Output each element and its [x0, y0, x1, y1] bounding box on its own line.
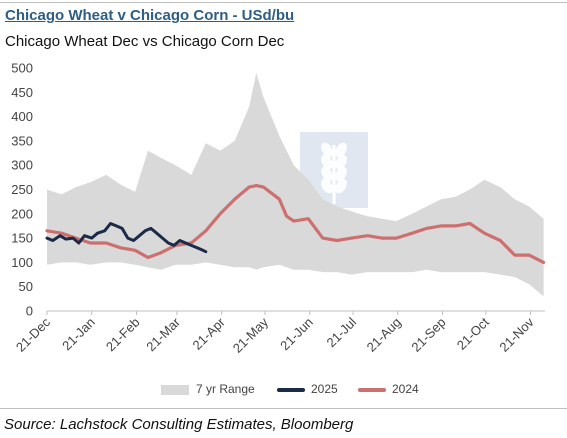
watermark-grain	[321, 178, 333, 194]
y-tick-label: 100	[11, 255, 33, 270]
watermark-grain	[321, 166, 333, 182]
range-layer	[47, 72, 544, 297]
top-rule	[0, 2, 567, 3]
x-tick-label: 21-Apr	[190, 314, 229, 353]
chart-subtitle: Chicago Wheat Dec vs Chicago Corn Dec	[5, 33, 285, 50]
y-tick-label: 300	[11, 158, 33, 173]
source-note: Source: Lachstock Consulting Estimates, …	[4, 416, 354, 433]
watermark-grain	[335, 166, 347, 182]
y-tick-label: 150	[11, 231, 33, 246]
x-tick-label: 21-Feb	[103, 315, 143, 355]
y-tick-label: 450	[11, 85, 33, 100]
legend-label-2025: 2025	[311, 382, 338, 396]
watermark-grain	[321, 154, 333, 170]
y-tick-label: 200	[11, 206, 33, 221]
x-tick-labels: 21-Dec 21-Jan 21-Feb 21-Mar 21-Apr 21-May 21-J…	[13, 311, 537, 356]
series-layer	[45, 184, 546, 264]
source-rule	[0, 408, 567, 409]
legend-swatch-range	[161, 385, 189, 395]
y-tick-labels: 0 50 100 150 200 250 300 350 400 450 500	[11, 61, 33, 319]
x-tick-label: 21-Oct	[454, 314, 492, 352]
x-tick-label: 21-Sep	[408, 315, 448, 355]
watermark-grain	[335, 178, 347, 194]
legend-swatch-2025	[277, 388, 305, 392]
y-tick-label: 50	[19, 279, 33, 294]
y-tick-label: 500	[11, 61, 33, 76]
chart-title: Chicago Wheat v Chicago Corn - USd/bu	[5, 7, 295, 24]
watermark-grain	[321, 142, 333, 158]
legend-label-2024: 2024	[392, 382, 419, 396]
y-tick-label: 250	[11, 182, 33, 197]
legend-swatch-2024	[358, 388, 386, 392]
x-tick-label: 21-Dec	[13, 314, 54, 355]
legend: 7 yr Range 2025 2024	[0, 382, 567, 398]
x-tick-label: 21-Mar	[143, 314, 183, 354]
watermark-grain	[335, 154, 347, 170]
y-tick-label: 0	[26, 304, 33, 319]
y-tick-label: 350	[11, 133, 33, 148]
y-tick-label: 400	[11, 109, 33, 124]
watermark-grain	[335, 142, 347, 158]
x-tick-label: 21-Jun	[277, 315, 316, 354]
series-line-2025	[45, 222, 208, 254]
legend-label-range: 7 yr Range	[196, 382, 255, 396]
x-tick-label: 21-Jul	[323, 314, 359, 350]
x-tick-label: 21-Aug	[364, 315, 404, 355]
x-tick-label: 21-May	[230, 314, 272, 356]
series-line-2024	[45, 184, 546, 264]
x-tick-label: 21-Nov	[496, 314, 537, 355]
x-tick-label: 21-Jan	[59, 315, 98, 354]
range-band	[47, 72, 544, 297]
